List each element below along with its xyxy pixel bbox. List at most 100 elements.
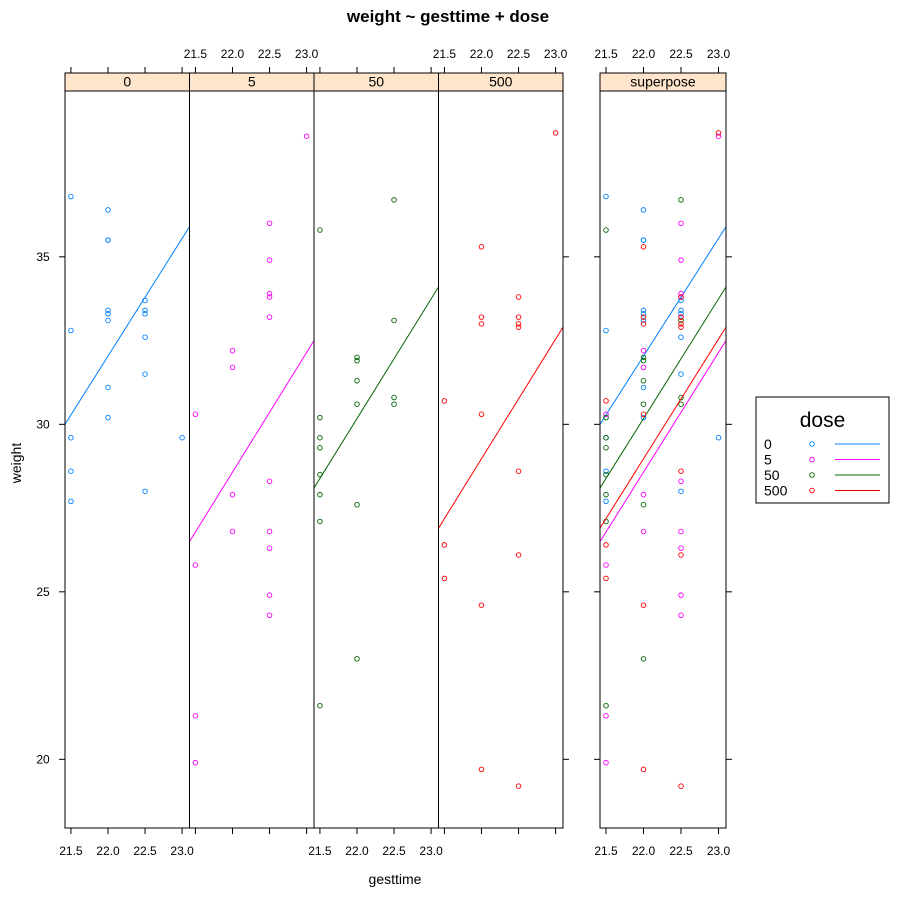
legend-point-1 bbox=[809, 456, 815, 463]
point-p50-d50-8 bbox=[354, 354, 360, 361]
point-psup-d50-3 bbox=[603, 445, 609, 451]
fit-line-psup-d50 bbox=[600, 286, 726, 489]
panel-psup: superpose 21.5 21.5 22.0 22.0 22.5 22.5 23.0 23.… bbox=[594, 47, 732, 858]
point-psup-d50-1 bbox=[603, 414, 609, 421]
point-p5-d5-8 bbox=[266, 220, 273, 227]
point-psup-d500-12 bbox=[678, 324, 684, 330]
point-psup-d500-15 bbox=[678, 783, 684, 789]
panel-border-psup bbox=[599, 72, 727, 829]
point-psup-d0-4 bbox=[603, 498, 609, 505]
point-psup-d0-11 bbox=[640, 384, 647, 391]
point-p50-d50-1 bbox=[317, 414, 323, 421]
point-psup-d0-16 bbox=[678, 334, 684, 340]
strip-label-p500: 500 bbox=[489, 74, 513, 90]
point-p500-d500-6 bbox=[478, 411, 485, 418]
point-psup-d50-2 bbox=[603, 434, 609, 441]
point-psup-d0-19 bbox=[715, 434, 722, 441]
point-p50-d50-7 bbox=[317, 702, 323, 709]
x-tick-label-bottom-psup-1: 22.0 bbox=[632, 844, 656, 858]
plot-area-psup bbox=[600, 130, 726, 789]
point-p5-d5-4 bbox=[229, 347, 236, 354]
x-tick-label-top-psup-0: 21.5 bbox=[594, 47, 618, 61]
point-psup-d5-4 bbox=[640, 347, 647, 354]
point-p0-d0-4 bbox=[68, 498, 74, 505]
fit-line-psup-d5 bbox=[600, 340, 726, 542]
point-p0-d0-14 bbox=[142, 307, 148, 314]
point-p5-d5-5 bbox=[229, 364, 236, 371]
point-p5-d5-9 bbox=[266, 257, 273, 263]
point-psup-d500-8 bbox=[640, 766, 647, 773]
x-tick-label-bottom-p0-2: 22.5 bbox=[133, 844, 157, 858]
x-tick-label-top-psup-2: 22.5 bbox=[669, 47, 693, 61]
point-psup-d5-15 bbox=[678, 545, 684, 552]
point-p500-d500-1 bbox=[441, 542, 448, 548]
point-p5-d5-18 bbox=[303, 133, 310, 139]
fit-line-psup-d500 bbox=[600, 326, 726, 529]
point-psup-d0-15 bbox=[678, 311, 684, 317]
point-p0-d0-7 bbox=[105, 237, 111, 243]
x-tick-label-bottom-p50-3: 23.0 bbox=[419, 844, 443, 858]
plot-area-p0 bbox=[65, 193, 190, 505]
point-p5-d5-10 bbox=[266, 290, 273, 297]
point-p5-d5-0 bbox=[192, 411, 199, 418]
point-p5-d5-11 bbox=[266, 294, 273, 300]
point-psup-d5-13 bbox=[678, 478, 684, 485]
legend-point-0 bbox=[809, 441, 815, 447]
plot-area-p500 bbox=[438, 130, 563, 789]
point-p500-d500-9 bbox=[515, 294, 522, 300]
panel-p50: 50 21.5 22.0 22.5 23.0 bbox=[308, 67, 443, 858]
point-p50-d50-6 bbox=[317, 518, 323, 525]
point-psup-d5-14 bbox=[678, 528, 684, 535]
x-tick-label-top-p500-3: 23.0 bbox=[544, 47, 568, 61]
legend-label-3: 500 bbox=[764, 483, 788, 499]
point-psup-d500-0 bbox=[603, 398, 609, 404]
point-psup-d0-12 bbox=[640, 414, 647, 421]
point-psup-d500-11 bbox=[678, 321, 684, 327]
strip-p5 bbox=[189, 73, 314, 91]
point-p500-d500-4 bbox=[478, 314, 485, 320]
point-psup-d50-5 bbox=[603, 491, 609, 498]
point-p0-d0-0 bbox=[68, 193, 74, 200]
panels-layer: 0 21.5 22.0 22.5 23.0 20 25 30 35 5 21.5 22.0 22.5 23… bbox=[36, 47, 732, 858]
point-p500-d500-11 bbox=[515, 321, 522, 327]
plot-area-p50 bbox=[314, 197, 439, 709]
point-p0-d0-15 bbox=[142, 311, 148, 317]
point-psup-d50-14 bbox=[678, 197, 684, 203]
point-psup-d500-3 bbox=[640, 244, 647, 250]
x-tick-label-top-p500-1: 22.0 bbox=[470, 47, 494, 61]
x-tick-label-top-p500-2: 22.5 bbox=[507, 47, 531, 61]
strip-label-p50: 50 bbox=[368, 74, 384, 90]
point-psup-d0-9 bbox=[640, 311, 647, 317]
point-psup-d500-1 bbox=[603, 542, 609, 548]
point-p50-d50-3 bbox=[317, 445, 323, 451]
x-tick-label-bottom-p50-2: 22.5 bbox=[382, 844, 406, 858]
point-psup-d5-6 bbox=[640, 491, 647, 498]
point-p50-d50-12 bbox=[354, 501, 360, 508]
x-tick-label-top-p5-1: 22.0 bbox=[221, 47, 245, 61]
point-psup-d50-0 bbox=[603, 227, 609, 233]
point-p0-d0-18 bbox=[142, 488, 148, 495]
y-axis-label: weight bbox=[8, 443, 24, 485]
point-p50-d50-10 bbox=[354, 378, 360, 384]
point-psup-d5-8 bbox=[678, 220, 684, 227]
point-psup-d5-7 bbox=[640, 528, 647, 535]
point-p0-d0-11 bbox=[105, 384, 111, 391]
legend-point-3 bbox=[809, 487, 815, 494]
point-psup-d0-7 bbox=[640, 237, 647, 243]
y-tick-label-1: 25 bbox=[36, 585, 50, 599]
panel-border-p50 bbox=[313, 72, 439, 829]
point-psup-d5-2 bbox=[603, 713, 609, 719]
point-p500-d500-5 bbox=[478, 321, 485, 327]
point-p50-d50-5 bbox=[317, 491, 323, 498]
x-tick-label-bottom-psup-0: 21.5 bbox=[594, 844, 618, 858]
point-psup-d500-6 bbox=[640, 411, 647, 418]
x-tick-label-top-p5-0: 21.5 bbox=[184, 47, 208, 61]
x-axis-label: gesttime bbox=[369, 871, 422, 887]
point-p0-d0-2 bbox=[68, 434, 74, 441]
point-psup-d50-10 bbox=[640, 378, 647, 384]
point-psup-d500-5 bbox=[640, 321, 647, 327]
point-p5-d5-6 bbox=[229, 491, 236, 498]
point-p5-d5-13 bbox=[266, 478, 273, 485]
point-p500-d500-12 bbox=[515, 324, 522, 330]
point-p50-d50-17 bbox=[391, 401, 397, 407]
